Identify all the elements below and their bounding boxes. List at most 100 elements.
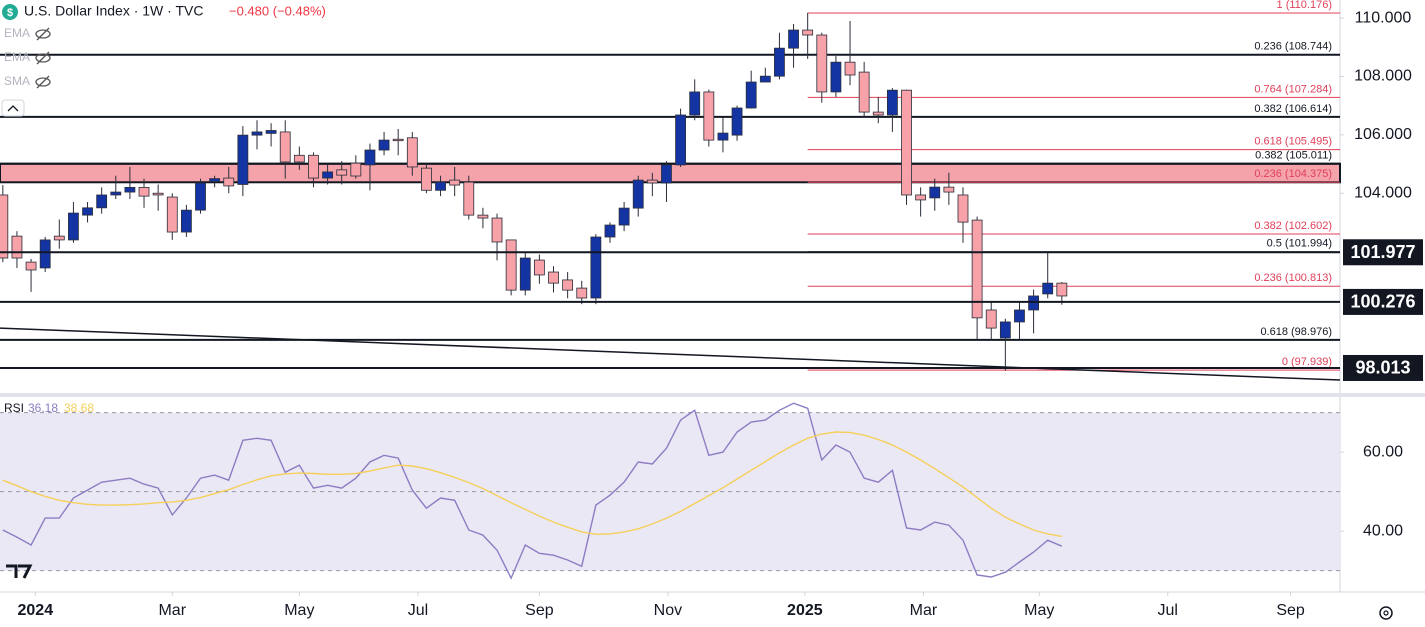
candle-body xyxy=(11,235,23,259)
x-tick-label: Sep xyxy=(1276,602,1305,619)
level-label: 0 (97.939) xyxy=(1282,356,1332,368)
candle-body xyxy=(858,71,870,113)
price-badge-label: 100.276 xyxy=(1350,292,1415,312)
collapse-icon xyxy=(7,105,19,112)
eye-icon[interactable] xyxy=(35,53,51,63)
y-tick-label: 108.000 xyxy=(1354,68,1412,85)
candle-body xyxy=(646,179,658,184)
candle-body xyxy=(533,259,545,276)
settings-icon[interactable] xyxy=(1379,606,1393,620)
candle-body xyxy=(364,149,376,166)
x-tick-label: Mar xyxy=(910,602,938,619)
candle-body xyxy=(788,29,799,49)
eye-slash xyxy=(36,75,50,89)
candle-body xyxy=(293,154,305,163)
candle-body xyxy=(957,194,969,223)
candle-body xyxy=(886,89,898,116)
candle-body xyxy=(1014,309,1025,323)
collapse-button[interactable] xyxy=(1,99,25,117)
candle-body xyxy=(759,75,771,83)
candle-body xyxy=(378,139,390,151)
rsi-line xyxy=(2,431,1062,538)
y-tick-label: 104.000 xyxy=(1354,184,1412,201)
candle-body xyxy=(872,111,884,116)
candle-body xyxy=(491,217,503,243)
settings-icon-core xyxy=(1383,610,1389,616)
level-label: 0.618 (105.495) xyxy=(1254,135,1332,147)
rsi-label[interactable]: RSI xyxy=(4,401,24,415)
hide-icons xyxy=(35,27,51,89)
candle-body xyxy=(322,171,333,179)
candle-body xyxy=(53,235,65,241)
rsi-line xyxy=(2,402,1063,580)
price-badge-label: 101.977 xyxy=(1350,242,1415,262)
y-tick-label: 60.00 xyxy=(1363,443,1403,460)
candle-body xyxy=(110,191,122,196)
candle-body xyxy=(180,209,192,233)
candle-body xyxy=(901,89,912,196)
level-label: 0.618 (98.976) xyxy=(1260,326,1332,338)
candle-body xyxy=(703,91,715,141)
candle-body xyxy=(68,212,79,241)
x-tick-label: Sep xyxy=(525,602,554,619)
x-tick-label: Jul xyxy=(408,602,428,619)
level-label: 0.382 (102.602) xyxy=(1254,220,1332,232)
rsi-value: 36.18 xyxy=(28,401,58,415)
symbol-title[interactable]: U.S. Dollar Index · 1W · TVC xyxy=(24,3,203,19)
candle-body xyxy=(802,29,814,36)
x-tick-label: Jul xyxy=(1158,602,1178,619)
candle-body xyxy=(505,239,517,291)
indicator-label[interactable]: SMA xyxy=(4,74,30,88)
candle-body xyxy=(1028,295,1039,311)
candle-body xyxy=(1042,282,1054,295)
candle-body xyxy=(999,321,1011,339)
candle-body xyxy=(463,181,475,216)
candle-body xyxy=(661,164,672,184)
candle-body xyxy=(406,137,418,168)
indicator-label[interactable]: EMA xyxy=(4,50,30,64)
candle-body xyxy=(929,186,941,199)
pane-separator xyxy=(0,393,1425,397)
candle-body xyxy=(971,219,983,319)
candle-body xyxy=(223,177,235,187)
price-badge-label: 98.013 xyxy=(1355,358,1410,378)
candle-body xyxy=(1056,282,1068,297)
candle-body xyxy=(350,162,362,177)
candle-body xyxy=(774,47,785,77)
level-label: 1 (110.176) xyxy=(1277,0,1332,11)
x-tick-label: May xyxy=(284,602,314,619)
level-label: 0.236 (108.744) xyxy=(1254,41,1332,53)
indicator-label[interactable]: EMA xyxy=(4,26,30,40)
overlay: $ U.S. Dollar Index · 1W · TVC −0.480 (−… xyxy=(1,3,1393,620)
x-tick-label: 2025 xyxy=(787,602,823,619)
candle-body xyxy=(689,91,701,116)
candle-body xyxy=(308,154,319,179)
candle-body xyxy=(251,131,263,136)
level-label: 0.764 (107.284) xyxy=(1254,83,1332,95)
candle-body xyxy=(844,61,856,76)
candle-body xyxy=(435,181,446,191)
level-label: 0.382 (106.614) xyxy=(1254,103,1332,115)
price-badge xyxy=(1343,354,1423,381)
y-tick-label: 40.00 xyxy=(1363,522,1403,539)
candle-body xyxy=(138,186,150,197)
candle-body xyxy=(25,261,37,271)
candle-body xyxy=(279,131,291,163)
candle-body xyxy=(816,34,828,93)
candle-body xyxy=(392,138,404,142)
candle-body xyxy=(166,196,178,233)
candle-body xyxy=(0,194,9,259)
candle-body xyxy=(717,132,729,141)
candle-body xyxy=(195,182,206,211)
candle-body xyxy=(265,130,277,134)
candle-body xyxy=(548,271,559,284)
eye-icon[interactable] xyxy=(35,77,51,87)
eye-icon[interactable] xyxy=(35,29,51,39)
candle-body xyxy=(477,214,489,219)
candle-body xyxy=(449,179,461,186)
rsi-ma-value: 38.68 xyxy=(64,401,94,415)
candle-body xyxy=(830,61,842,93)
